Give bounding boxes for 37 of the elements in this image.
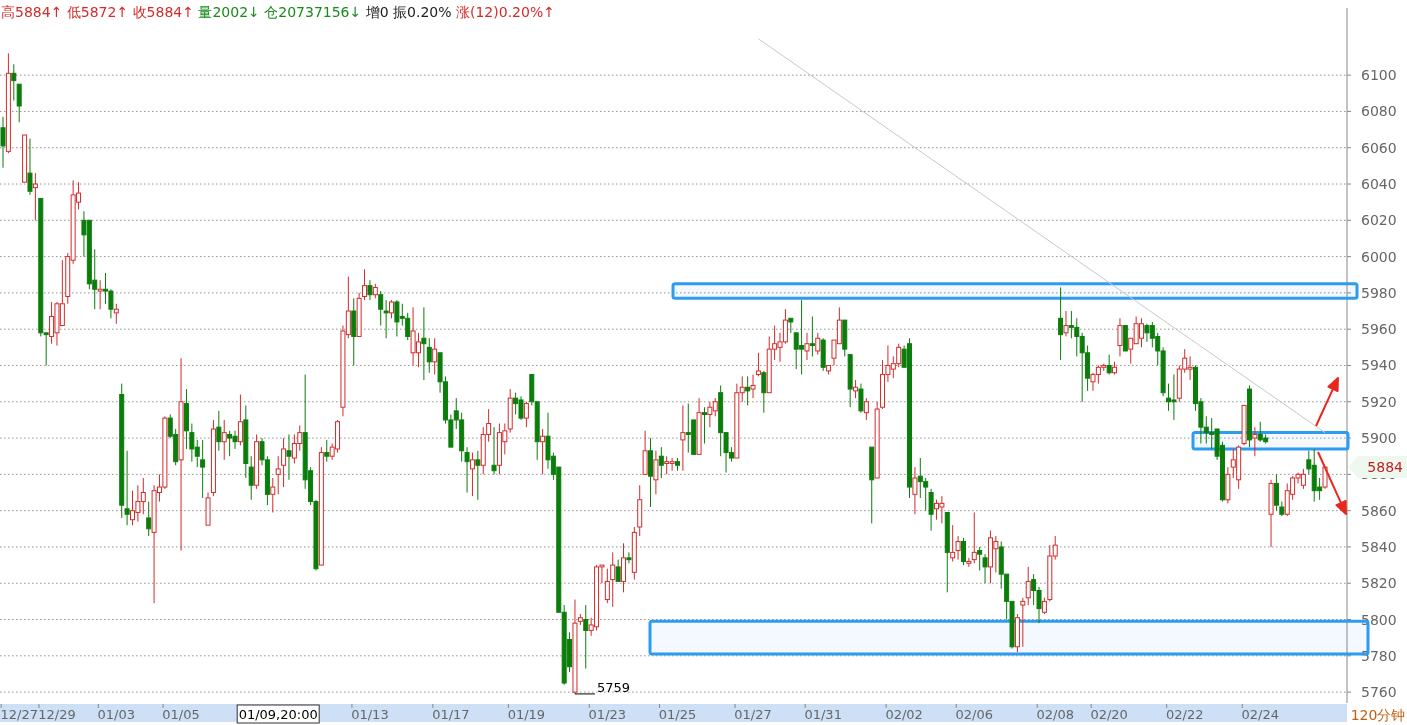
x-tick-label: 02/22: [1165, 707, 1204, 722]
y-tick-label: 5800: [1361, 611, 1397, 628]
x-tick-label: 12/29: [38, 707, 76, 722]
annotation: 5759: [596, 679, 631, 695]
y-tick-label: 6060: [1361, 139, 1397, 156]
y-tick-label: 5940: [1361, 357, 1397, 374]
x-tick-label: 02/20: [1090, 707, 1128, 722]
x-tick-label: 01/03: [97, 707, 136, 722]
x-tick-label: 01/25: [658, 707, 697, 722]
x-tick-label: 01/19: [507, 707, 546, 722]
y-tick-label: 6100: [1361, 67, 1397, 84]
y-tick-label: 5920: [1361, 393, 1397, 410]
y-tick-label: 5760: [1361, 684, 1397, 701]
x-tick-label: 01/31: [804, 707, 842, 722]
x-tick-label: 01/23: [588, 707, 627, 722]
y-tick-label: 5980: [1361, 284, 1397, 301]
x-tick-label: 02/06: [955, 707, 993, 722]
x-tick-label: 01/13: [351, 707, 389, 722]
x-tick-label: 02/24: [1241, 707, 1279, 722]
x-tick-label: 12/27: [0, 707, 38, 722]
y-tick-label: 6020: [1361, 212, 1397, 229]
y-tick-label: 6040: [1361, 176, 1397, 193]
chart-title: 高5884↑ 低5872↑ 收5884↑ 量2002↓ 仓20737156↓ 增0 振0.20% 涨(12)0.20%↑: [1, 4, 555, 20]
x-tick-label: 01/17: [432, 707, 470, 722]
y-tick-label: 6000: [1361, 248, 1397, 265]
x-tick-label: 01/05: [162, 707, 200, 722]
y-tick-label: 5900: [1361, 430, 1397, 447]
x-axis-title: 120分钟: [1350, 707, 1406, 723]
y-tick-label: 5840: [1361, 538, 1397, 555]
x-tick-label: 01/27: [734, 707, 772, 722]
x-tick-label: 02/02: [885, 707, 923, 722]
y-tick-label: 5860: [1361, 502, 1397, 519]
x-tick-label: 02/08: [1036, 707, 1074, 722]
x-tick-label: 01/09,20:00: [238, 707, 318, 722]
y-tick-label: 5820: [1361, 575, 1397, 592]
y-tick-label: 5960: [1361, 321, 1397, 338]
y-tick-label: 6080: [1361, 103, 1397, 120]
